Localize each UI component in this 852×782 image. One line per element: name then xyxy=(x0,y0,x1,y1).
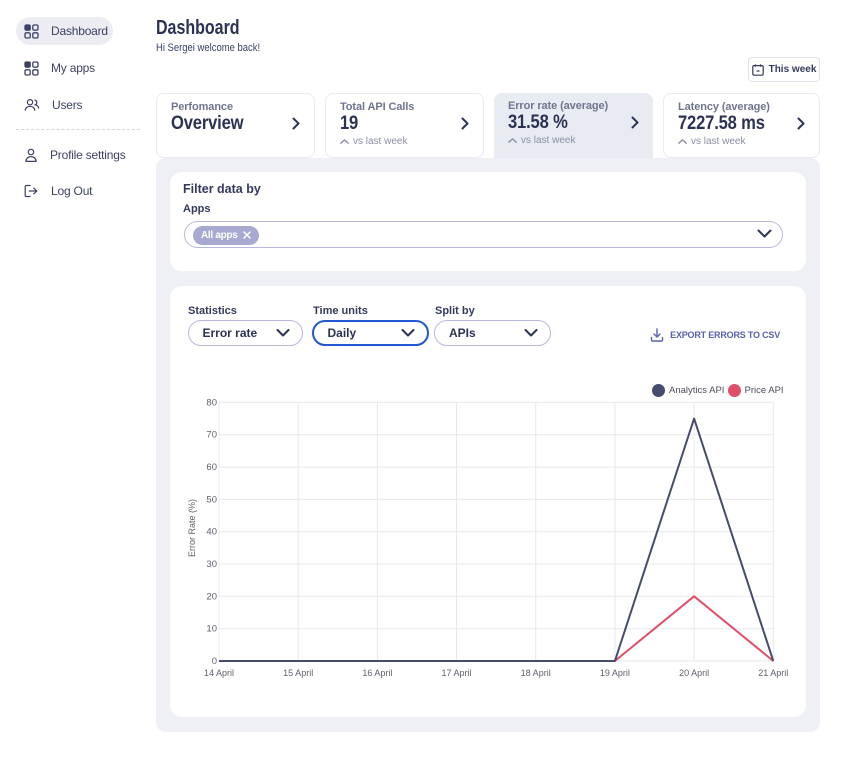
svg-text:Error Rate (%): Error Rate (%) xyxy=(187,499,197,557)
svg-text:20 April: 20 April xyxy=(679,668,709,678)
svg-text:19 April: 19 April xyxy=(600,668,630,678)
svg-text:50: 50 xyxy=(206,494,217,505)
svg-text:21 April: 21 April xyxy=(758,668,788,678)
svg-text:80: 80 xyxy=(206,397,217,408)
svg-text:0: 0 xyxy=(212,656,217,667)
svg-text:30: 30 xyxy=(206,559,217,570)
svg-text:14 April: 14 April xyxy=(204,668,234,678)
svg-text:15 April: 15 April xyxy=(283,668,313,678)
svg-text:70: 70 xyxy=(206,430,217,441)
svg-text:16 April: 16 April xyxy=(362,668,392,678)
svg-text:17 April: 17 April xyxy=(441,668,471,678)
svg-text:40: 40 xyxy=(206,527,217,538)
svg-text:60: 60 xyxy=(206,462,217,473)
svg-text:20: 20 xyxy=(206,591,217,602)
svg-text:18 April: 18 April xyxy=(521,668,551,678)
svg-text:10: 10 xyxy=(206,624,217,635)
